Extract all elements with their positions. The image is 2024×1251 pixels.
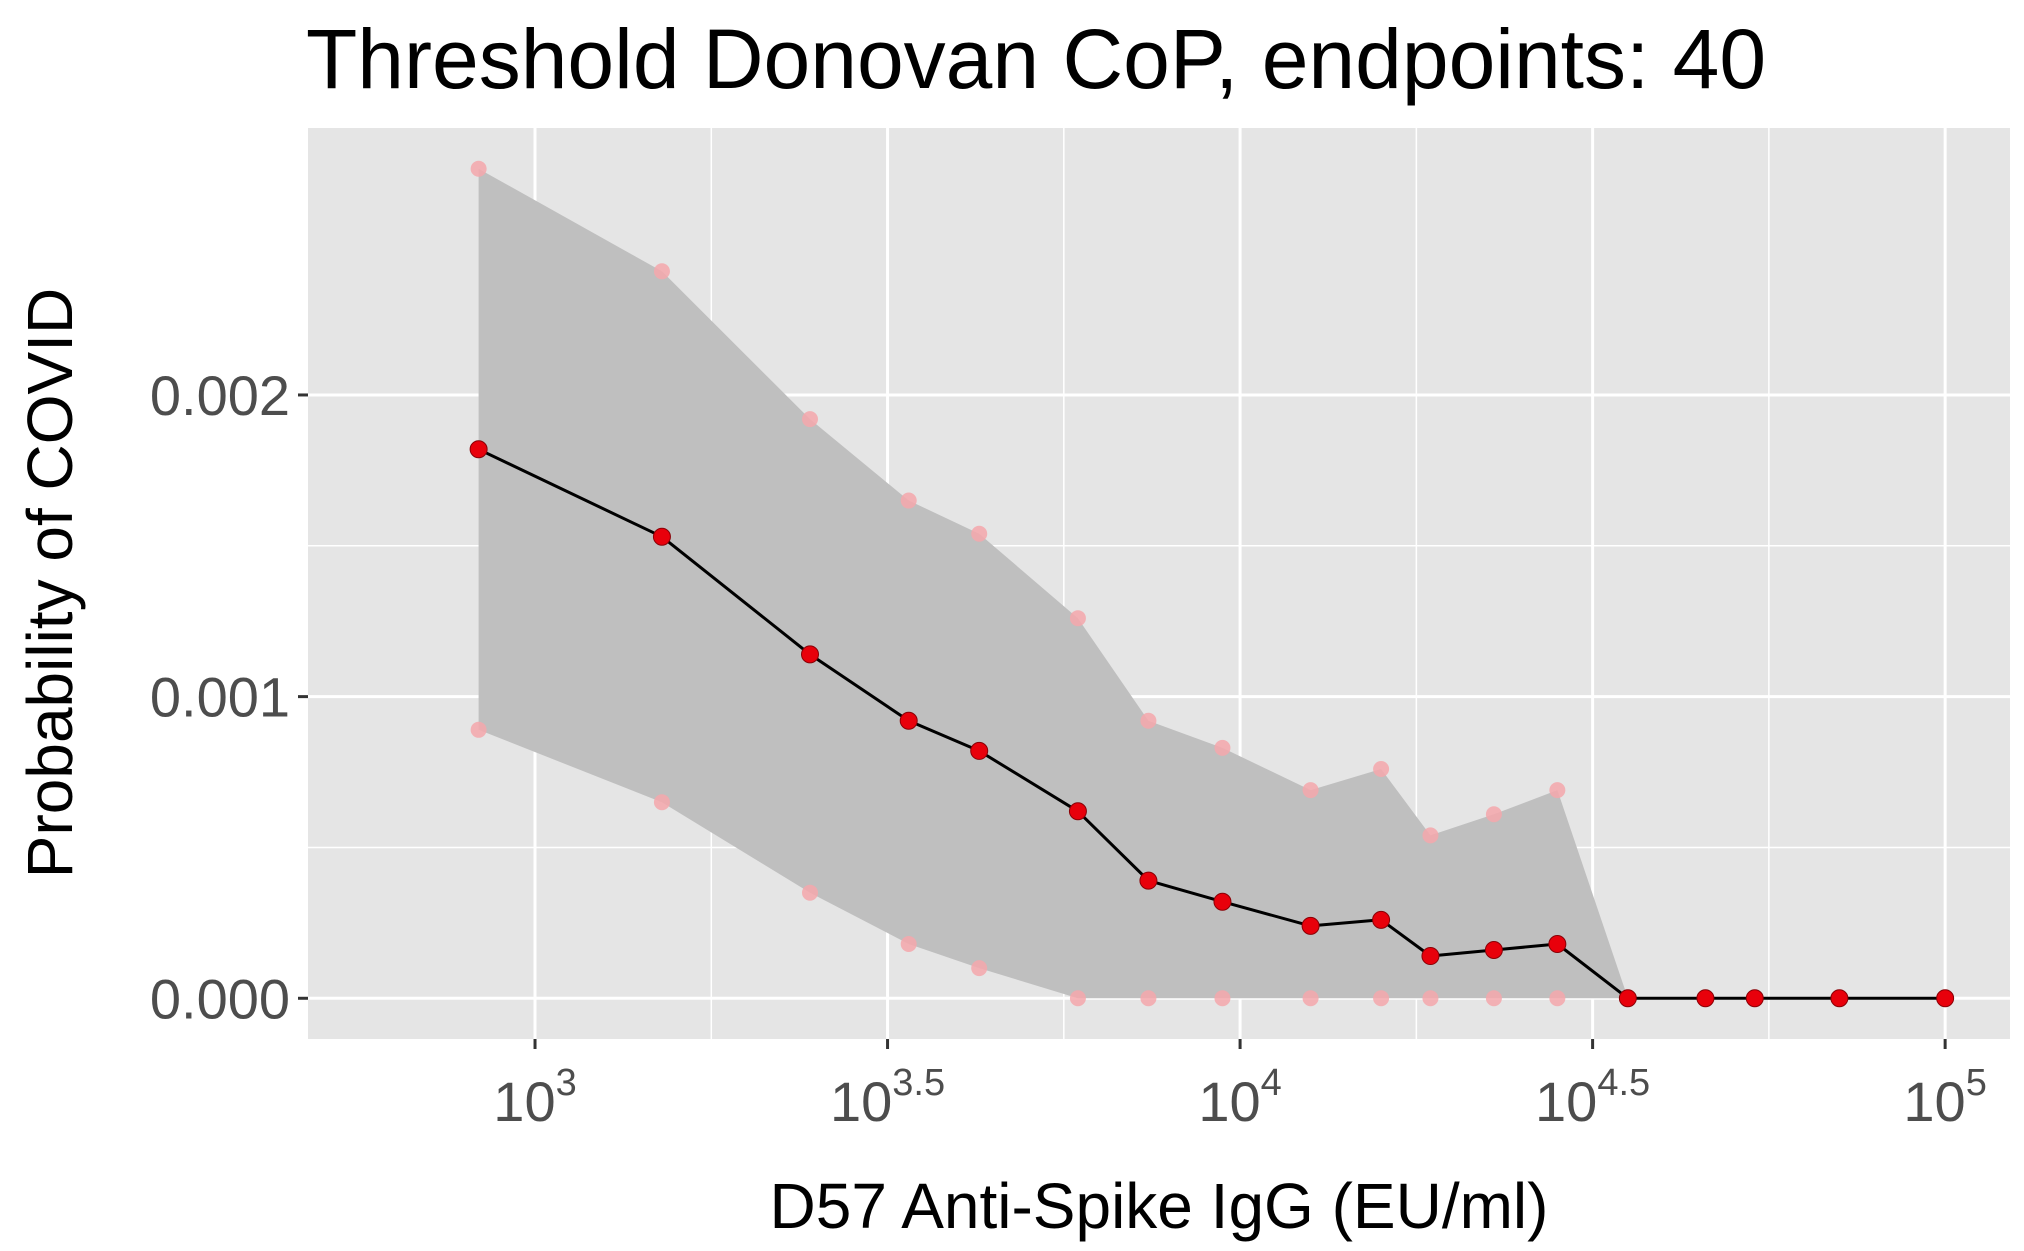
estimate-point xyxy=(800,645,819,664)
chart-title: Threshold Donovan CoP, endpoints: 40 xyxy=(306,12,1766,106)
x-axis: 103 103.5 104 104.5 105 xyxy=(493,1039,1987,1133)
estimate-point xyxy=(1139,871,1158,890)
estimate-point xyxy=(1484,941,1503,960)
y-axis-title: Probability of COVID xyxy=(14,288,86,878)
y-tick-label: 0.002 xyxy=(150,364,290,427)
estimate-point xyxy=(469,440,488,459)
estimate-points xyxy=(469,440,1955,1008)
estimate-point xyxy=(1068,802,1087,821)
ci-upper-point xyxy=(1373,761,1390,778)
y-axis: 0.000 0.001 0.002 xyxy=(150,364,308,1030)
estimate-point xyxy=(1372,910,1391,929)
ci-upper-point xyxy=(1485,806,1502,823)
x-tick-label: 104.5 xyxy=(1535,1062,1650,1133)
estimate-point xyxy=(1745,989,1764,1008)
ci-lower-point xyxy=(1422,990,1439,1007)
y-tick-label: 0.001 xyxy=(150,666,290,729)
ci-upper-point xyxy=(1422,827,1439,844)
ci-upper-point xyxy=(1069,610,1086,627)
ci-upper-point xyxy=(971,525,988,542)
ci-upper-point xyxy=(470,160,487,177)
ci-lower-point xyxy=(1373,990,1390,1007)
x-axis-title: D57 Anti-Spike IgG (EU/ml) xyxy=(770,1170,1549,1242)
estimate-point xyxy=(652,527,671,546)
estimate-point xyxy=(1696,989,1715,1008)
x-tick-label: 104 xyxy=(1198,1062,1281,1133)
estimate-point xyxy=(899,711,918,730)
ci-lower-point xyxy=(1140,990,1157,1007)
ci-lower-point xyxy=(470,721,487,738)
x-tick-label: 103 xyxy=(493,1062,576,1133)
ci-upper-point xyxy=(1140,712,1157,729)
estimate-point xyxy=(1301,916,1320,935)
estimate-point xyxy=(1421,947,1440,966)
ci-lower-point xyxy=(653,794,670,811)
ci-lower-point xyxy=(1214,990,1231,1007)
estimate-point xyxy=(970,741,989,760)
estimate-point xyxy=(1936,989,1955,1008)
ci-lower-point xyxy=(801,884,818,901)
estimate-point xyxy=(1548,934,1567,953)
x-tick-label: 103.5 xyxy=(830,1062,945,1133)
x-tick-label: 105 xyxy=(1903,1062,1986,1133)
ci-lower-point xyxy=(1069,990,1086,1007)
estimate-point xyxy=(1830,989,1849,1008)
ci-lower-point xyxy=(971,960,988,977)
ci-upper-point xyxy=(653,263,670,280)
ci-lower-point xyxy=(900,935,917,952)
ci-lower-point xyxy=(1485,990,1502,1007)
estimate-point xyxy=(1213,892,1232,911)
ci-upper-point xyxy=(1302,782,1319,799)
ci-lower-point xyxy=(1302,990,1319,1007)
ci-upper-point xyxy=(1549,782,1566,799)
ci-lower-point xyxy=(1549,990,1566,1007)
ci-upper-point xyxy=(801,411,818,428)
grid-minor xyxy=(308,128,2010,1039)
estimate-point xyxy=(1618,989,1637,1008)
ci-upper-point xyxy=(1214,739,1231,756)
y-tick-label: 0.000 xyxy=(150,967,290,1030)
ci-upper-point xyxy=(900,492,917,509)
confidence-bound-points xyxy=(470,160,1636,1007)
confidence-band xyxy=(478,168,1628,999)
